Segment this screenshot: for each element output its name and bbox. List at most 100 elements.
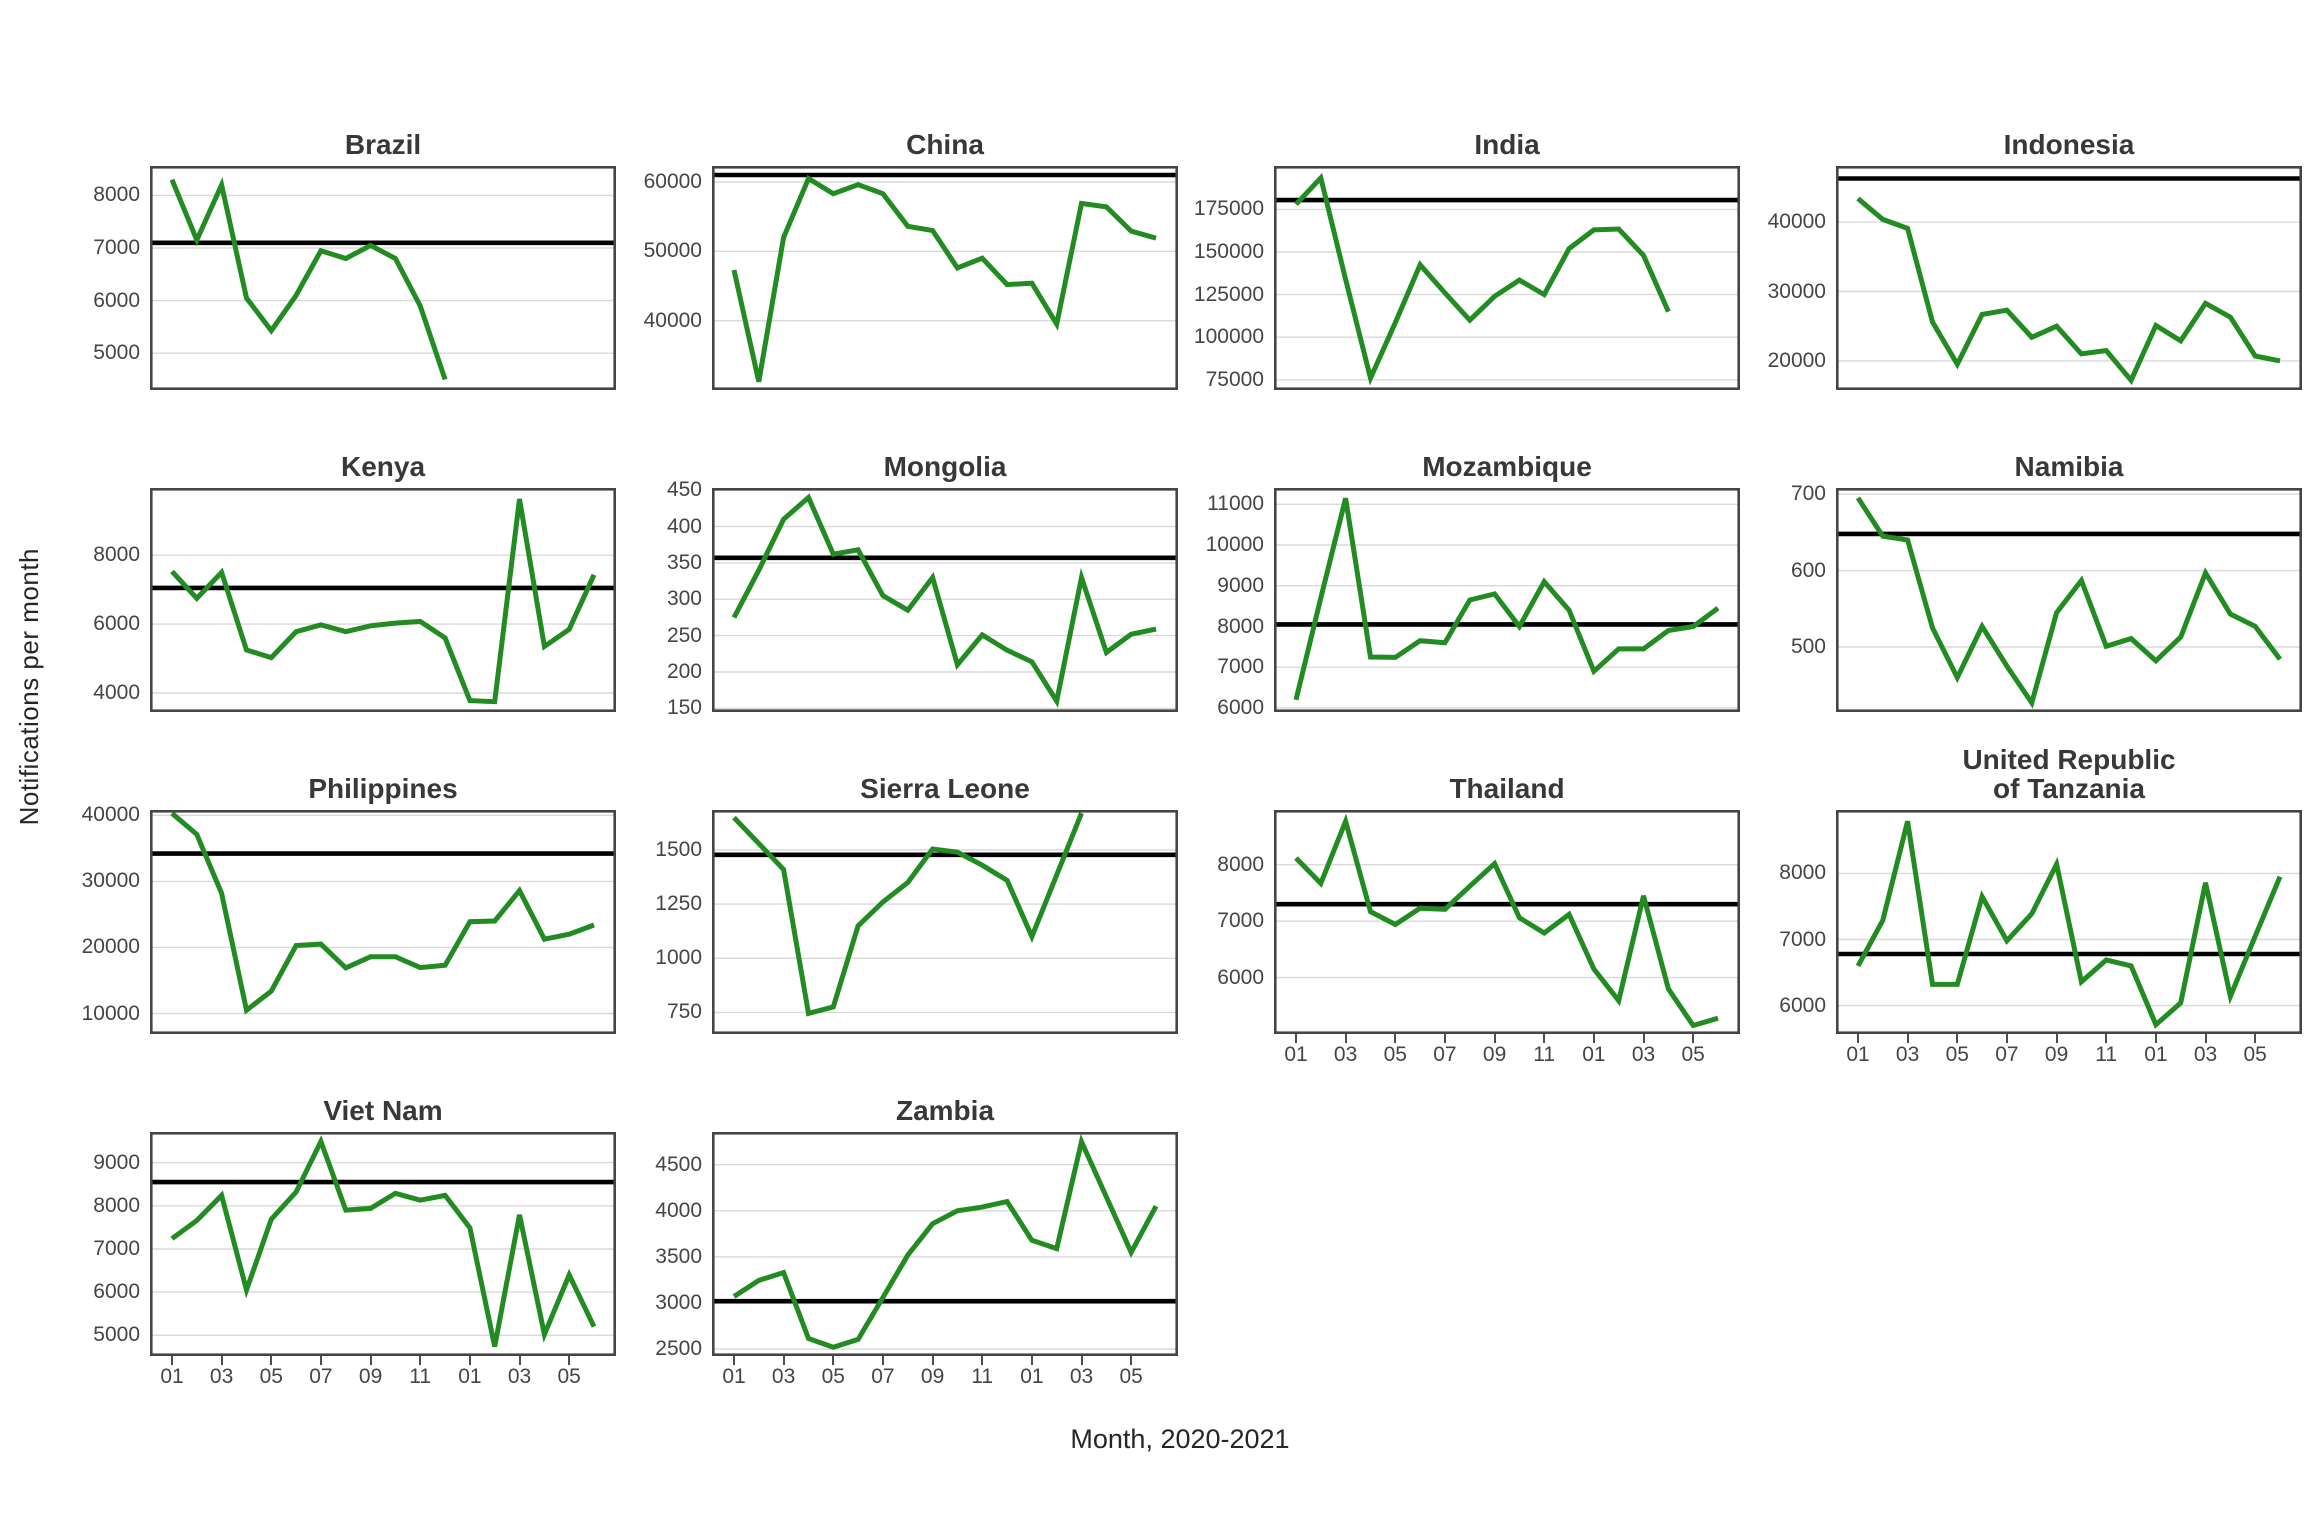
facet-plot-viet-nam: 5000 6000 7000 8000 9000 [56, 1132, 618, 1356]
x-tick-mark [1443, 1034, 1446, 1043]
y-tick-label: 10000 [1205, 533, 1264, 556]
facet-title-viet-nam: Viet Nam [150, 1064, 616, 1132]
y-tick-label: 30000 [81, 869, 140, 893]
x-tick-label: 07 [1433, 1043, 1457, 1066]
x-tick-label: 07 [1995, 1043, 2019, 1066]
y-tick-label: 60000 [643, 170, 702, 193]
x-tick-mark [881, 1356, 884, 1365]
facet-plot-tanzania: 6000 7000 8000 [1742, 810, 2304, 1034]
data-line-tanzania [1855, 820, 2283, 1029]
x-tick-label: 11 [1533, 1043, 1556, 1066]
facet-grid: Brazil 5000 6000 7000 8000 China 40000 50000 600… [56, 98, 2304, 1388]
facet-namibia: Namibia 500 600 700 [1742, 420, 2304, 742]
x-tick-mark [1493, 1034, 1496, 1043]
y-tick-label: 4500 [655, 1152, 702, 1176]
x-tick-mark [1642, 1034, 1645, 1043]
data-line-mozambique [1293, 497, 1720, 701]
y-tick-label: 6000 [1217, 695, 1264, 719]
facet-title-line: China [906, 129, 984, 161]
facet-title-line: India [1474, 129, 1540, 161]
x-tick-mark [1130, 1356, 1133, 1365]
facet-thailand: Thailand 6000 7000 8000 01 03 05 07 09 11 01 03 05 [1180, 742, 1742, 1066]
y-tick-labels-thailand: 6000 7000 8000 [1180, 810, 1274, 1034]
x-tick-mark [468, 1356, 471, 1365]
line-chart-thailand [1274, 810, 1740, 1034]
y-tick-label: 6000 [1779, 993, 1826, 1017]
x-axis-thailand: 01 03 05 07 09 11 01 03 05 [1274, 1034, 1740, 1066]
line-chart-china [712, 166, 1178, 390]
y-tick-label: 300 [666, 587, 702, 611]
y-tick-labels-mozambique: 6000 7000 8000 9000 10000 11000 [1180, 488, 1274, 719]
plot-panel-kenya [150, 488, 616, 712]
y-tick-label: 7000 [93, 236, 140, 259]
y-tick-labels-namibia: 500 600 700 [1742, 482, 1836, 712]
y-tick-label: 6000 [93, 1280, 140, 1304]
y-tick-label: 3500 [655, 1244, 702, 1268]
x-tick-mark [220, 1356, 223, 1365]
plot-panel-tanzania [1836, 810, 2302, 1034]
plot-panel-viet-nam [150, 1132, 616, 1356]
data-line-sierra-leone [732, 812, 1084, 1017]
y-tick-label: 6000 [93, 288, 140, 312]
facet-mongolia: Mongolia 150 200 250 300 350 400 450 [618, 420, 1180, 742]
y-tick-label: 11000 [1207, 492, 1264, 516]
line-chart-indonesia [1836, 166, 2302, 390]
panel-border [150, 1132, 616, 1356]
y-tick-label: 10000 [81, 1001, 140, 1025]
y-tick-labels-mongolia: 150 200 250 300 350 400 450 [618, 478, 712, 719]
plot-panel-philippines [150, 810, 616, 1034]
facet-title-china: China [712, 98, 1178, 166]
plot-panel-brazil [150, 166, 616, 390]
x-tick-mark [270, 1356, 273, 1365]
x-tick-label: 03 [1069, 1365, 1094, 1388]
y-tick-labels-china: 40000 50000 60000 [618, 166, 712, 390]
facet-plot-sierra-leone: 750 1000 1250 1500 [618, 810, 1180, 1034]
y-tick-label: 750 [666, 1000, 702, 1024]
x-tick-mark [2105, 1034, 2108, 1043]
facet-plot-kenya: 4000 6000 8000 [56, 488, 618, 712]
x-tick-label: 01 [458, 1365, 482, 1388]
facet-kenya: Kenya 4000 6000 8000 [56, 420, 618, 742]
y-tick-label: 30000 [1767, 279, 1826, 303]
facet-title-line: Indonesia [2003, 129, 2135, 161]
x-axis-tanzania: 01 03 05 07 09 11 01 03 05 [1836, 1034, 2302, 1066]
panel-border [1836, 810, 2302, 1034]
x-tick-mark [981, 1356, 984, 1365]
plot-panel-indonesia [1836, 166, 2302, 390]
facet-plot-indonesia: 20000 30000 40000 [1742, 166, 2304, 390]
plot-panel-india [1274, 166, 1740, 390]
facet-title-line: Thailand [1449, 773, 1565, 805]
line-chart-philippines [150, 810, 616, 1034]
x-tick-mark [733, 1356, 735, 1365]
facet-title-kenya: Kenya [150, 420, 616, 488]
facet-title-sierra-leone: Sierra Leone [712, 742, 1178, 810]
x-tick-mark [2005, 1034, 2008, 1043]
y-tick-labels-kenya: 4000 6000 8000 [56, 488, 150, 712]
x-tick-label: 05 [1119, 1365, 1143, 1388]
x-tick-mark [1344, 1034, 1347, 1043]
y-tick-label: 1000 [655, 946, 702, 970]
data-line-viet-nam [170, 1135, 597, 1348]
x-tick-label: 05 [1383, 1043, 1407, 1066]
x-tick-mark [2154, 1034, 2157, 1043]
data-line-zambia [732, 1133, 1159, 1350]
y-axis-label: Notifications per month [14, 548, 44, 826]
plot-panel-namibia [1836, 488, 2302, 712]
line-chart-zambia [712, 1132, 1178, 1356]
x-tick-mark [319, 1356, 322, 1365]
x-tick-label: 01 [1020, 1365, 1044, 1388]
x-tick-mark [419, 1356, 422, 1365]
data-line-mongolia [731, 493, 1157, 708]
x-tick-mark [171, 1356, 173, 1365]
y-tick-label: 200 [666, 660, 702, 683]
y-tick-label: 7000 [93, 1237, 140, 1260]
facet-sierra-leone: Sierra Leone 750 1000 1250 1500 [618, 742, 1180, 1064]
x-tick-label: 05 [821, 1365, 845, 1388]
facet-mozambique: Mozambique 6000 7000 8000 9000 10000 11000 [1180, 420, 1742, 742]
x-tick-label: 01 [160, 1365, 184, 1388]
x-tick-label: 05 [259, 1365, 283, 1388]
plot-panel-thailand [1274, 810, 1740, 1034]
panel-border [712, 166, 1178, 390]
y-tick-labels-brazil: 5000 6000 7000 8000 [56, 166, 150, 390]
